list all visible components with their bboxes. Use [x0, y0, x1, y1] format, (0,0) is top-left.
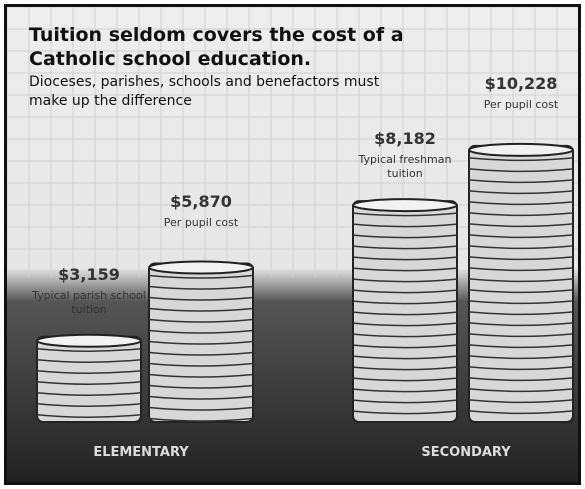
- infographic: Tuition seldom covers the cost of a Cath…: [4, 4, 581, 485]
- stack-label: Per pupil cost: [461, 98, 581, 112]
- coin-top: [469, 144, 573, 156]
- coin-top: [353, 199, 457, 211]
- value-label: $5,870: [131, 192, 271, 211]
- coin-stack: [353, 201, 457, 422]
- chart-subtitle: Dioceses, parishes, schools and benefact…: [29, 73, 409, 111]
- group-label: ELEMENTARY: [61, 445, 221, 460]
- group-label: SECONDARY: [386, 445, 546, 460]
- value-label: $10,228: [451, 74, 581, 93]
- stack-label: Per pupil cost: [141, 216, 261, 230]
- stack-label: Typical parish school tuition: [29, 289, 149, 317]
- chart-title: Tuition seldom covers the cost of a Cath…: [29, 23, 429, 71]
- coin-top: [37, 335, 141, 347]
- value-label: $8,182: [335, 129, 475, 148]
- value-label: $3,159: [19, 265, 159, 284]
- coin-top: [149, 262, 253, 274]
- stack-label: Typical freshman tuition: [345, 153, 465, 181]
